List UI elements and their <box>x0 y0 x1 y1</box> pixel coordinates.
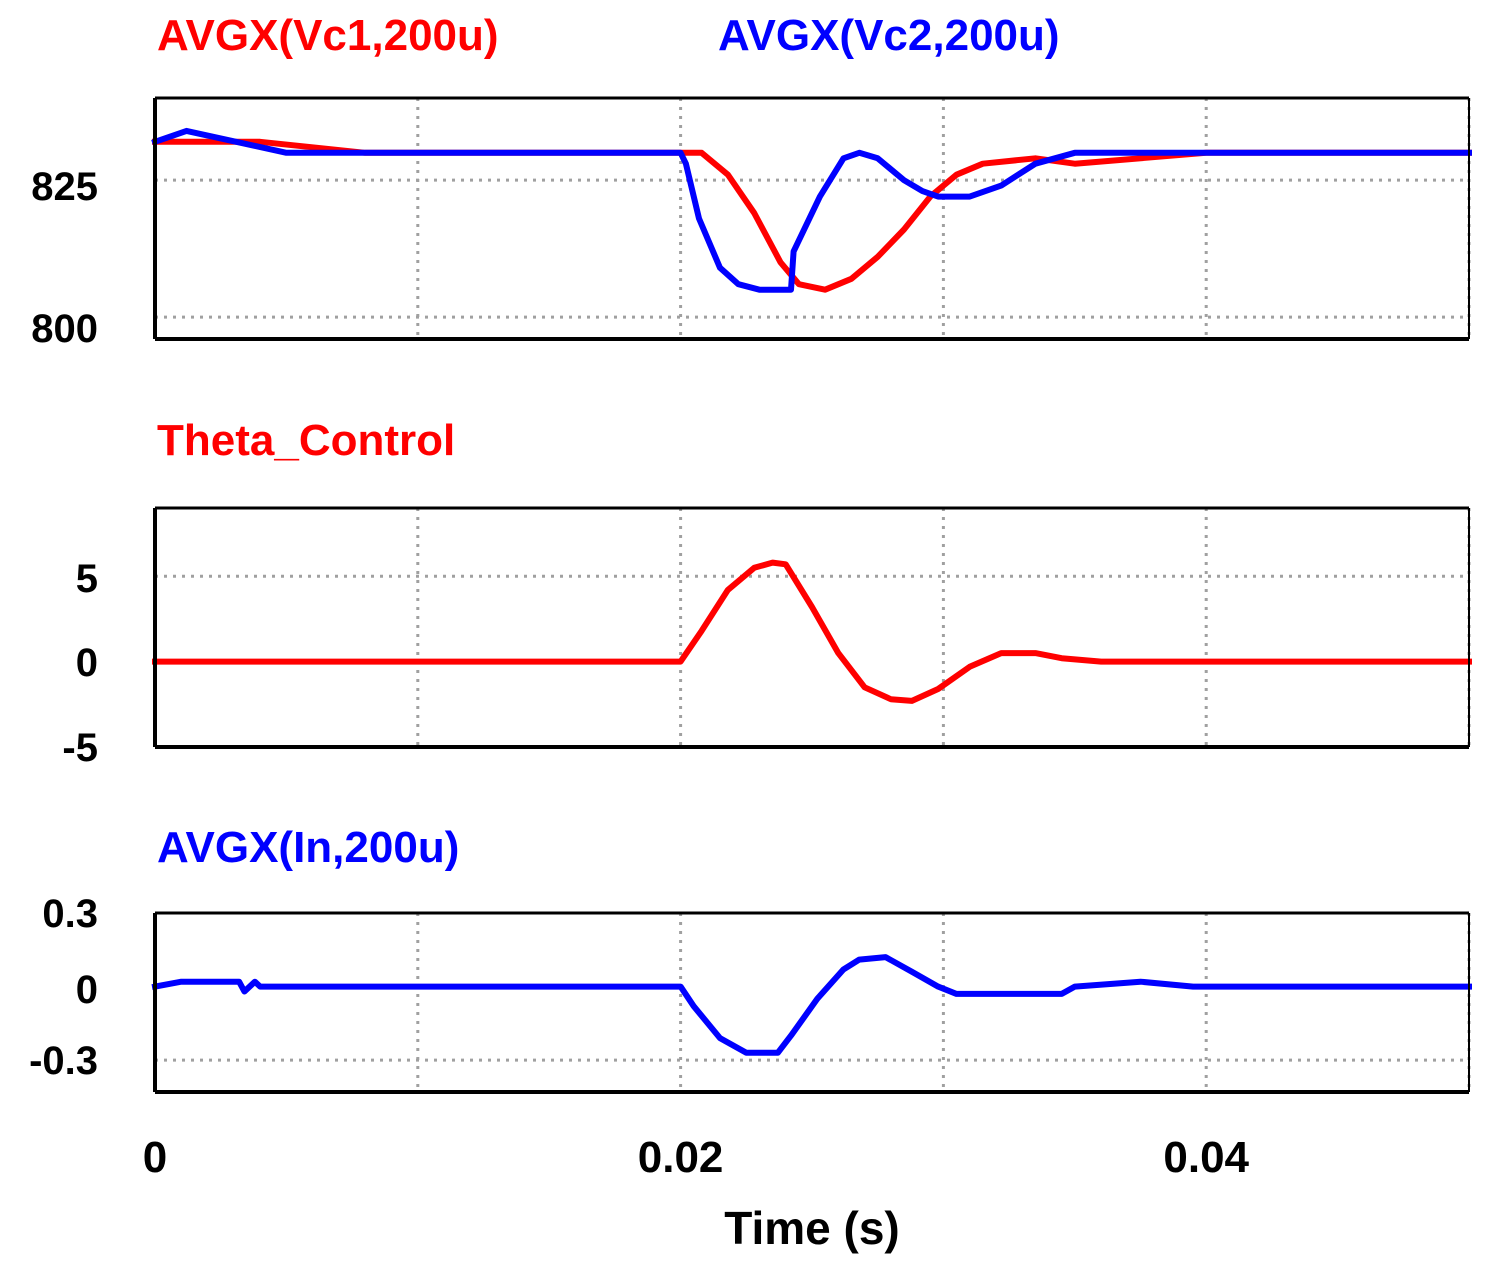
panel-3-ytick-1: 0 <box>76 968 98 1012</box>
panel-2 <box>152 506 1472 749</box>
panel-1 <box>151 96 1472 341</box>
panel-3-legend-1: AVGX(In,200u) <box>157 823 459 872</box>
x-axis-label: Time (s) <box>724 1202 900 1254</box>
panel-1-ytick-1: 800 <box>31 307 98 351</box>
panel-3-ytick-2: -0.3 <box>29 1039 98 1083</box>
panel-2-legend-1: Theta_Control <box>157 416 455 465</box>
panel-3-ytick-0: 0.3 <box>42 892 98 936</box>
panel-1-legend-1: AVGX(Vc1,200u) <box>157 11 499 60</box>
panel-1-legend-2: AVGX(Vc2,200u) <box>718 11 1060 60</box>
panel-2-ytick-2: -5 <box>62 726 98 770</box>
panel-3 <box>151 911 1472 1094</box>
panel-2-ytick-0: 5 <box>76 557 98 601</box>
x-tick-1: 0.02 <box>638 1133 724 1182</box>
panel-3-series-1-line <box>151 954 1472 1056</box>
panel-1-ytick-0: 825 <box>31 165 98 209</box>
panel-2-ytick-1: 0 <box>76 641 98 685</box>
panel-2-series-1-line <box>152 559 1472 704</box>
x-tick-2: 0.04 <box>1163 1133 1249 1182</box>
panel-1-series-2-line <box>151 127 1472 293</box>
x-tick-0: 0 <box>143 1133 167 1182</box>
